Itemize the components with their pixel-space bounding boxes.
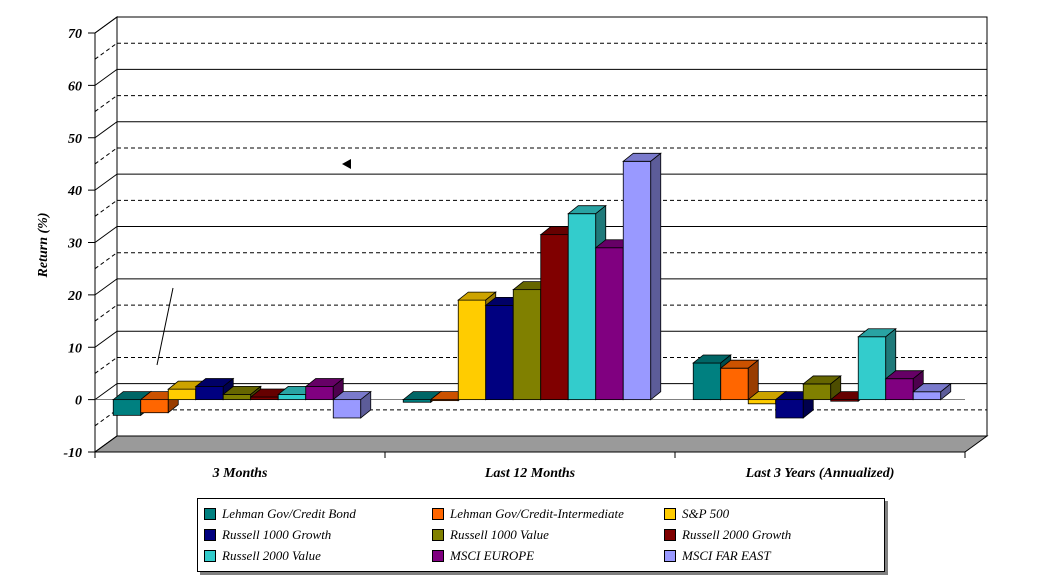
gridline-side <box>94 16 118 34</box>
legend-swatch <box>204 508 216 520</box>
legend-item: MSCI EUROPE <box>432 547 534 565</box>
gridline-side <box>94 252 118 270</box>
bar <box>719 359 760 401</box>
gridline-side <box>94 95 118 112</box>
annotations <box>156 159 351 366</box>
bar <box>912 382 952 401</box>
bars <box>112 152 952 419</box>
legend-item: Russell 2000 Growth <box>664 526 791 544</box>
legend-label: Russell 1000 Value <box>450 527 549 542</box>
y-tick-label: 70 <box>68 27 82 42</box>
legend-label: Russell 1000 Growth <box>222 527 332 542</box>
y-tick-label: -10 <box>63 446 82 461</box>
gridline-side <box>94 304 118 322</box>
legend-swatch <box>664 550 676 562</box>
legend-label: Lehman Gov/Credit-Intermediate <box>450 506 624 521</box>
gridline-side <box>94 278 118 296</box>
gridline-side <box>94 435 118 453</box>
bar <box>304 377 345 401</box>
gridline-side <box>94 226 118 243</box>
legend-item: Russell 1000 Value <box>432 526 549 544</box>
bar <box>802 375 842 401</box>
y-tick-label: 0 <box>75 394 82 409</box>
bar <box>332 390 372 419</box>
bar <box>194 377 235 401</box>
legend-item: Lehman Gov/Credit Bond <box>204 505 356 523</box>
y-axis-ticks: 70 60 50 40 30 20 10 0 -10 <box>63 27 96 461</box>
legend-swatch <box>432 508 444 520</box>
gridline-side <box>94 42 118 60</box>
legend: Lehman Gov/Credit Bond Lehman Gov/Credit-… <box>197 498 885 572</box>
legend-label: MSCI EUROPE <box>450 548 535 563</box>
y-tick-label: 10 <box>68 341 82 356</box>
x-category-label: Last 12 Months <box>484 466 576 481</box>
legend-item: Russell 2000 Value <box>204 547 321 565</box>
arrow-marker <box>342 159 351 169</box>
legend-swatch <box>432 550 444 562</box>
legend-item: MSCI FAR EAST <box>664 547 771 565</box>
legend-label: MSCI FAR EAST <box>682 548 771 563</box>
legend-label: Russell 2000 Growth <box>682 527 792 542</box>
gridline-side <box>94 121 118 139</box>
legend-swatch <box>664 529 676 541</box>
gridline-side <box>94 383 118 401</box>
y-tick-label: 40 <box>67 184 82 199</box>
y-tick-label: 60 <box>68 79 82 94</box>
zero-band <box>95 399 965 406</box>
gridlines <box>94 16 987 453</box>
y-tick-label: 20 <box>67 289 82 304</box>
legend-item: S&P 500 <box>664 505 729 523</box>
floor <box>93 435 989 453</box>
x-category-label: 3 Months <box>212 466 268 481</box>
y-tick-label: 50 <box>68 132 82 147</box>
legend-swatch <box>432 529 444 541</box>
legend-swatch <box>204 529 216 541</box>
y-tick-label: 30 <box>67 237 82 252</box>
bar <box>622 152 662 401</box>
legend-item: Lehman Gov/Credit-Intermediate <box>432 505 624 523</box>
legend-item: Russell 1000 Growth <box>204 526 331 544</box>
x-category-label: Last 3 Years (Annualized) <box>745 466 895 481</box>
legend-swatch <box>204 550 216 562</box>
legend-swatch <box>664 508 676 520</box>
legend-label: Russell 2000 Value <box>222 548 321 563</box>
x-axis-categories: 3 Months Last 12 Months Last 3 Years (Annu… <box>94 452 966 481</box>
gridline-side <box>94 199 118 217</box>
gridline-side <box>94 147 118 165</box>
legend-label: S&P 500 <box>682 506 730 521</box>
stray-line <box>156 287 174 366</box>
y-axis-label: Return (%) <box>36 213 51 279</box>
gridline-side <box>94 330 118 348</box>
gridline-side <box>94 173 118 191</box>
gridline-side <box>94 357 118 374</box>
legend-label: Lehman Gov/Credit Bond <box>222 506 356 521</box>
gridline-side <box>94 68 118 86</box>
